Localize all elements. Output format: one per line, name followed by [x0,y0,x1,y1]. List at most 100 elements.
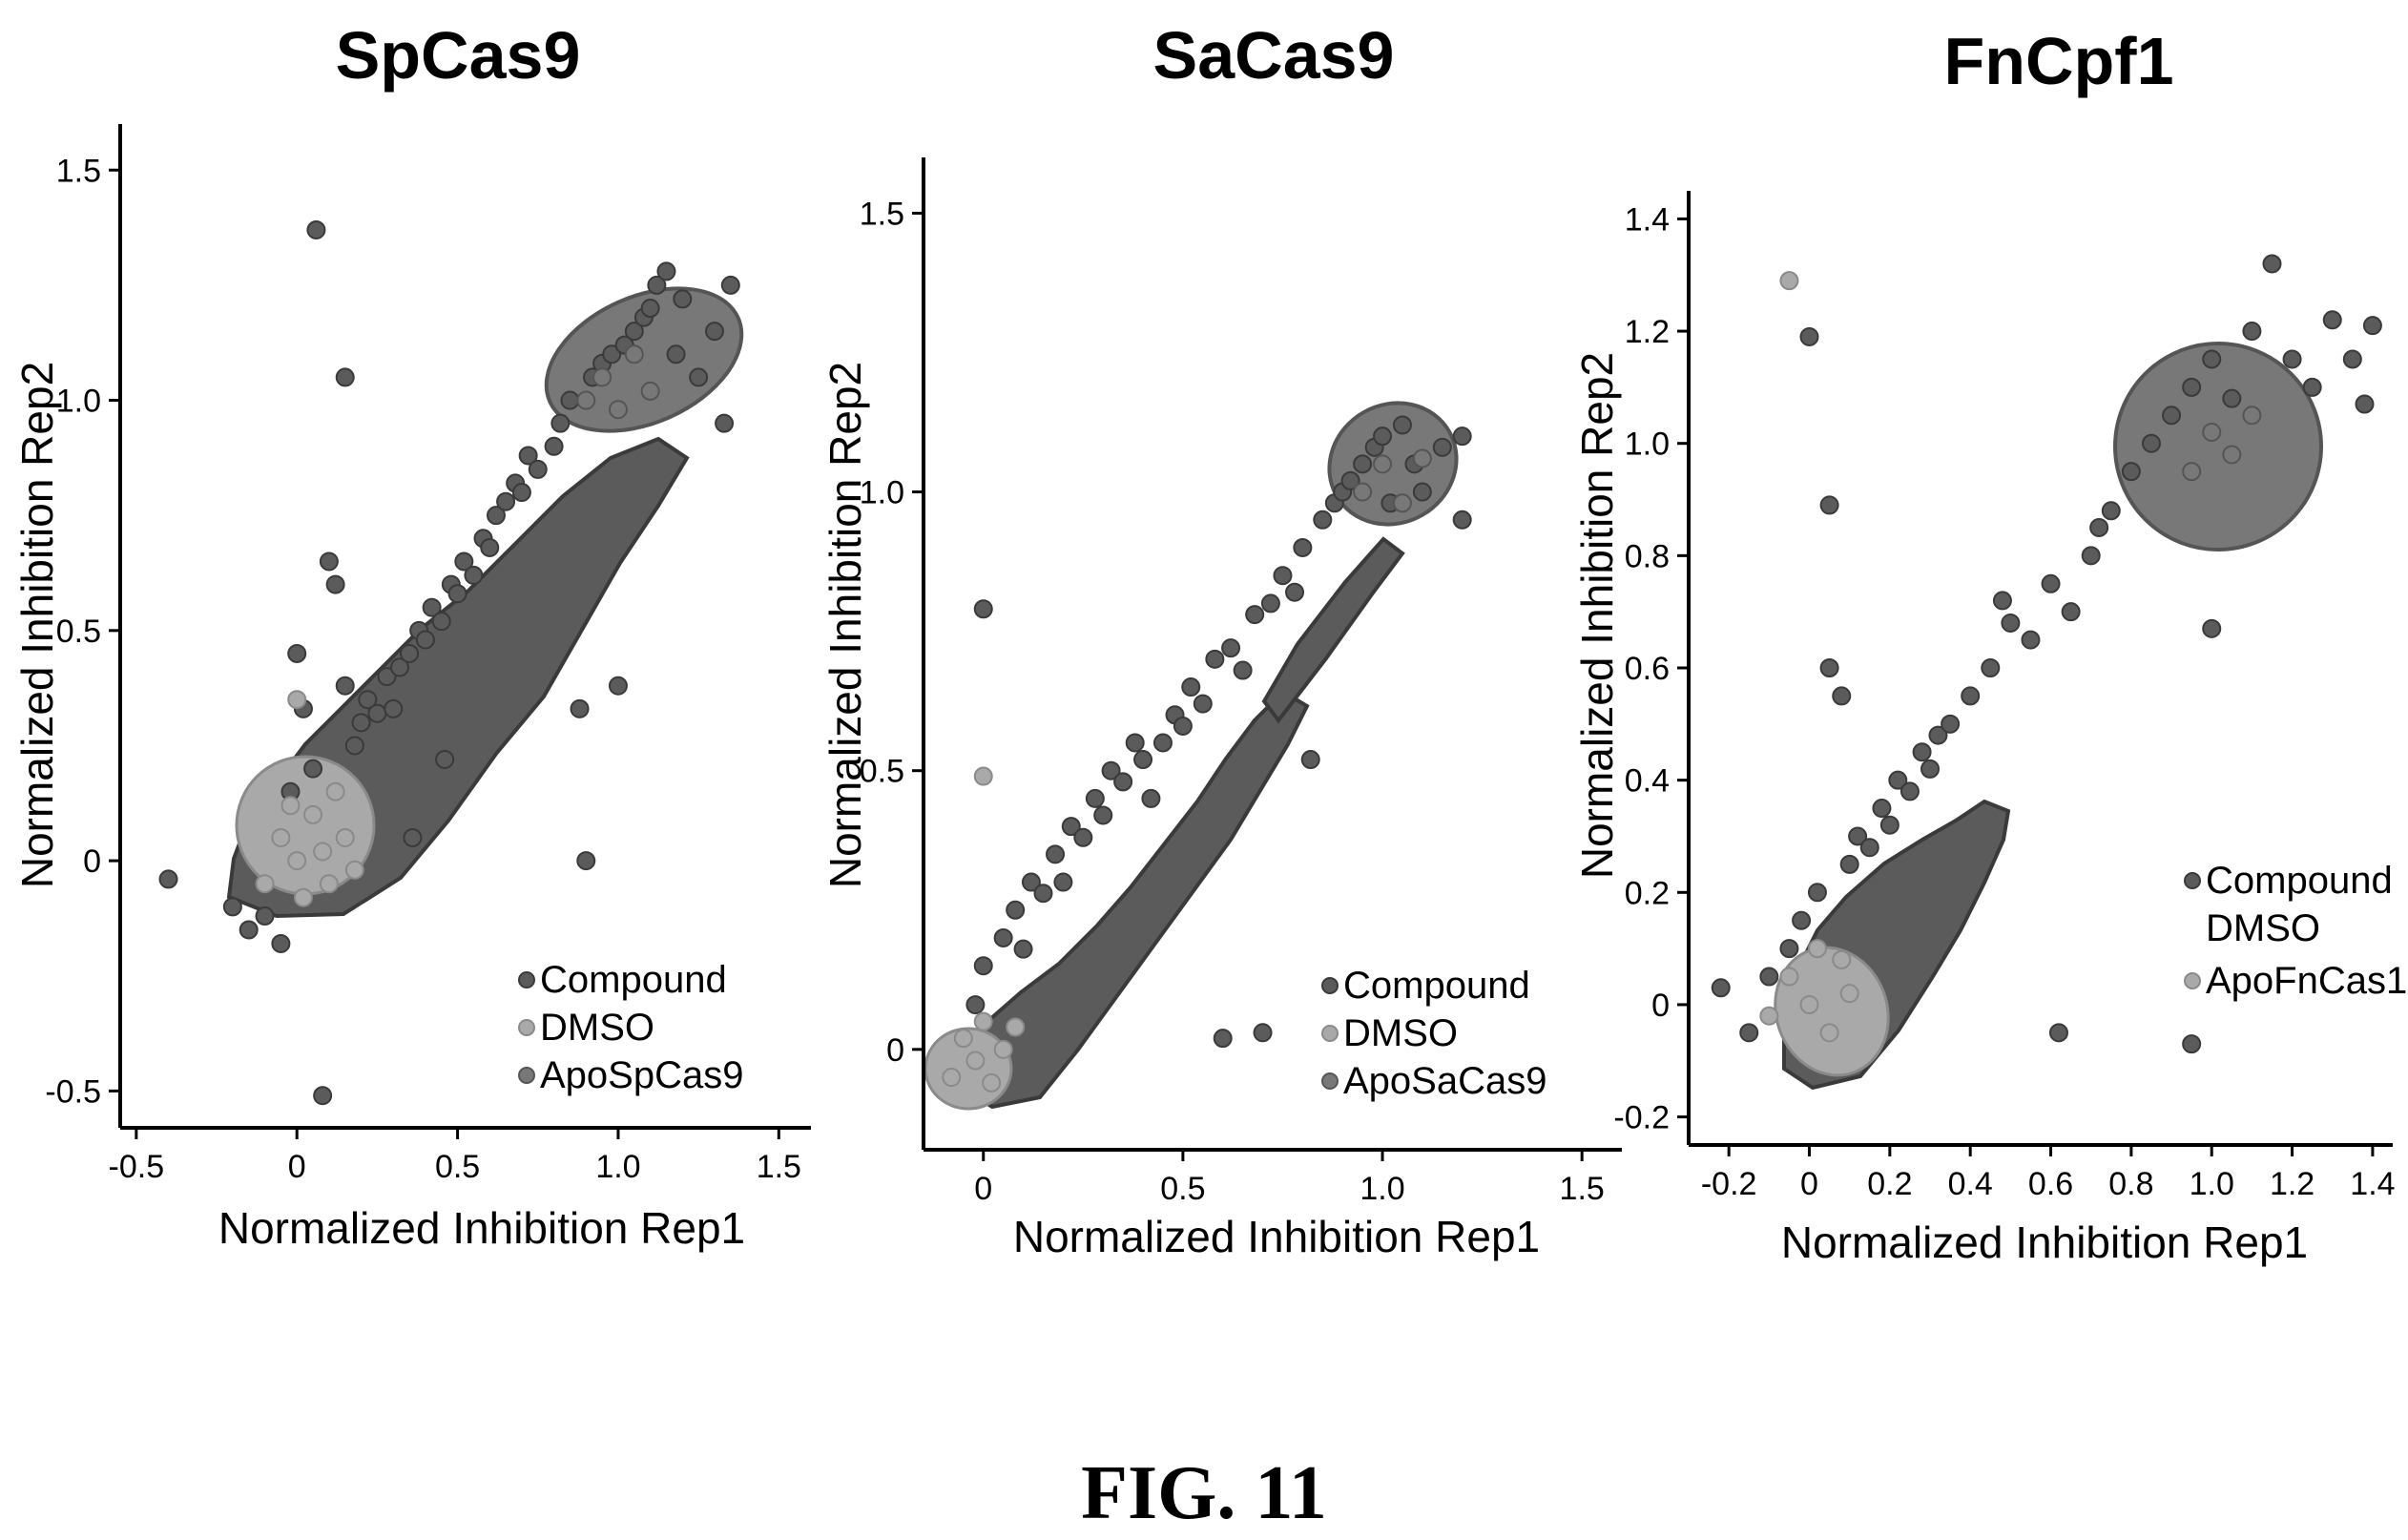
panel-title-spcas9: SpCas9 [336,18,581,93]
y-tick-label: 1.5 [56,153,101,189]
point-compound-0 [158,869,178,889]
point-compound-18 [1141,788,1161,808]
apo-density-sacas9 [1327,401,1459,527]
point-compound-31 [2101,501,2121,521]
legend-marker-dmso-spcas9 [518,1019,535,1036]
y-tick-label: 0 [886,1032,904,1069]
point-aposacas9-0 [1353,482,1373,502]
point-compound-35 [486,506,506,526]
point-compound-13 [335,367,355,387]
point-compound-2 [973,599,993,619]
y-tick-label: 1.0 [56,384,101,420]
point-compound-30 [2089,517,2109,537]
point-compound-38 [2202,618,2222,638]
point-apofncas12-3 [2242,406,2262,426]
x-tick-label: 0.4 [1948,1166,1993,1202]
y-axis-label-fncpf1: Normalized Inhibition Rep2 [1572,352,1622,879]
apo-density-fncpf1 [2113,342,2323,551]
point-compound-9 [306,219,326,239]
legend-label-dmso-spcas9: DMSO [540,1007,654,1049]
point-compound-39 [2222,388,2242,408]
point-compound-20 [384,698,404,718]
point-compound-32 [464,565,484,585]
x-axis-label-fncpf1: Normalized Inhibition Rep1 [1781,1217,2308,1267]
point-compound-55 [656,261,676,281]
point-dmso-7 [313,842,333,862]
point-compound-28 [1245,605,1265,625]
y-tick-label: 0.5 [56,614,101,650]
point-compound-26 [422,597,442,617]
point-compound-26 [1221,638,1241,658]
point-compound-25 [1213,1029,1233,1049]
point-compound-27 [2048,1023,2068,1043]
point-compound-34 [480,537,500,557]
point-compound-20 [1941,714,1961,734]
point-aposacas9-3 [1412,448,1432,468]
point-compound-60 [715,413,735,433]
point-compound-41 [1373,427,1393,447]
point-compound-54 [647,275,667,295]
legend-label-compound-fncpf1: Compound [2206,860,2393,902]
point-compound-0 [965,995,986,1015]
point-aposacas9-1 [1373,454,1393,474]
point-dmso-7 [1006,1017,1026,1037]
points-sacas9 [942,415,1472,1093]
y-tick-label: 0 [1651,988,1670,1024]
point-compound-14 [335,676,355,696]
point-compound-35 [2182,1034,2202,1054]
point-compound-28 [2061,602,2081,622]
ticks-spcas9: -0.5 0 0.5 1.0 1.5 -0.5 0 0.5 1.0 1.5 [45,153,801,1185]
x-tick-label: 0.8 [2108,1166,2153,1202]
point-compound-37 [2202,349,2222,369]
point-compound-10 [313,1086,333,1106]
point-compound-1 [1739,1023,1759,1043]
ticks-sacas9: 0 0.5 1.0 1.5 0 0.5 1.0 1.5 [860,196,1605,1207]
x-tick-label: 0 [974,1171,992,1207]
point-compound-22 [400,643,420,663]
x-tick-label: 0 [1800,1166,1818,1202]
x-tick-label: 0.5 [435,1149,480,1185]
point-compound-41 [544,436,564,456]
y-tick-label: 0.6 [1625,651,1670,687]
point-compound-1 [222,897,242,917]
legend-marker-apo-sacas9 [1321,1072,1339,1090]
panel-title-sacas9: SaCas9 [1153,18,1395,93]
point-compound-46 [2355,394,2375,414]
point-compound-5 [1013,939,1033,959]
point-compound-11 [1848,826,1868,846]
x-axis-label-spcas9: Normalized Inhibition Rep1 [218,1203,745,1253]
x-tick-label: 0.5 [1160,1171,1205,1207]
point-compound-13 [1093,805,1113,825]
point-compound-6 [287,643,307,663]
ticks-fncpf1: -0.2 0 0.2 0.4 0.6 0.8 1.0 1.2 1.4 -0.2 0 0.2 0.4 0.6… [1613,201,2395,1202]
point-compound-16 [1125,733,1145,753]
points-fncpf1 [1711,254,2382,1054]
point-compound-53 [640,299,660,319]
point-dmso-3 [973,1011,993,1031]
point-dmso-6 [993,1039,1013,1059]
point-compound-34 [2162,406,2182,426]
point-compound-27 [1233,660,1253,680]
point-compound-15 [1888,770,1908,790]
point-compound-17 [1912,742,1932,762]
point-dmso-0 [1779,271,1799,291]
point-compound-15 [1113,772,1133,792]
y-tick-label: 1.4 [1625,201,1670,238]
point-compound-47 [2362,316,2382,336]
point-dmso-11 [344,860,364,880]
point-compound-12 [1859,838,1879,858]
y-tick-label: 1.2 [1625,314,1670,350]
point-compound-10 [1061,817,1081,837]
point-aposacas9-2 [1392,493,1412,513]
point-compound-56 [666,344,686,364]
point-dmso-2 [965,1051,986,1071]
point-dmso-3 [1799,994,1819,1014]
x-tick-label: 1.0 [1360,1171,1404,1207]
point-compound-17 [1133,750,1153,770]
panel-fncpf1: -0.2 0 0.2 0.4 0.6 0.8 1.0 1.2 1.4 -0.2 0 0.2 0.4 0.6… [1572,24,2408,1267]
panel-sacas9: 0 0.5 1.0 1.5 0 0.5 1.0 1.5 SaCas9 Normalized I… [820,18,1622,1261]
legend-marker-dmso-fncpf1 [2184,920,2201,937]
point-dmso-1 [1759,1006,1779,1026]
point-compound-43 [1392,415,1412,435]
x-tick-label: -0.2 [1701,1166,1757,1202]
